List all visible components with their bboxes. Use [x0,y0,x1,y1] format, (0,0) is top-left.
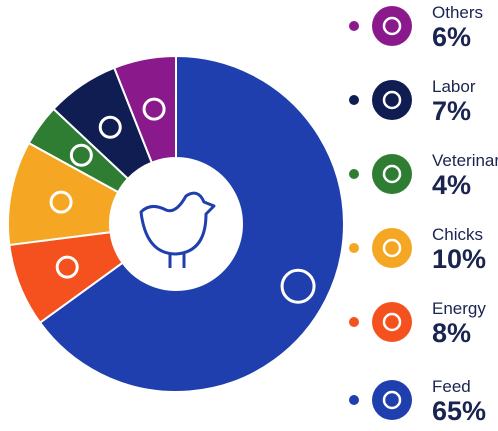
legend-value: 10% [432,244,486,274]
legend-label: Labor [432,77,476,96]
legend-label: Chicks [432,225,483,244]
chicken-legs [168,254,186,268]
legend-icon [372,380,412,420]
legend-icon [372,6,412,46]
legend-icon-glyph [382,390,402,410]
legend-icon [372,80,412,120]
legend-dot [349,21,359,31]
legend-label: Feed [432,377,471,396]
legend-dot [349,317,359,327]
chicken-icon [139,191,216,268]
legend-dot [349,395,359,405]
legend-value: 4% [432,170,471,200]
legend-label: Others [432,3,483,22]
legend-dot [349,95,359,105]
legend-icon-glyph [382,164,402,184]
legend-dot [349,169,359,179]
legend-label: Energy [432,299,486,318]
segment-icon [142,97,166,121]
legend-value: 7% [432,96,471,126]
legend-icon-glyph [382,90,402,110]
legend-icon-glyph [382,16,402,36]
segment-icon [98,115,122,139]
center-hole [110,158,242,290]
segment-icon [280,268,316,304]
legend-icon [372,228,412,268]
segment-icon [69,143,93,167]
legend-icon [372,302,412,342]
legend-icon-glyph [382,312,402,332]
legend-icon [372,154,412,194]
legend-value: 65% [432,396,486,426]
legend-label: Veterinar [432,151,498,170]
legend-dot [349,243,359,253]
segment-icon [55,255,79,279]
segment-icon [49,190,73,214]
chicken-body [139,191,216,256]
legend-icon-glyph [382,238,402,258]
legend-value: 6% [432,22,471,52]
legend-value: 8% [432,318,471,348]
